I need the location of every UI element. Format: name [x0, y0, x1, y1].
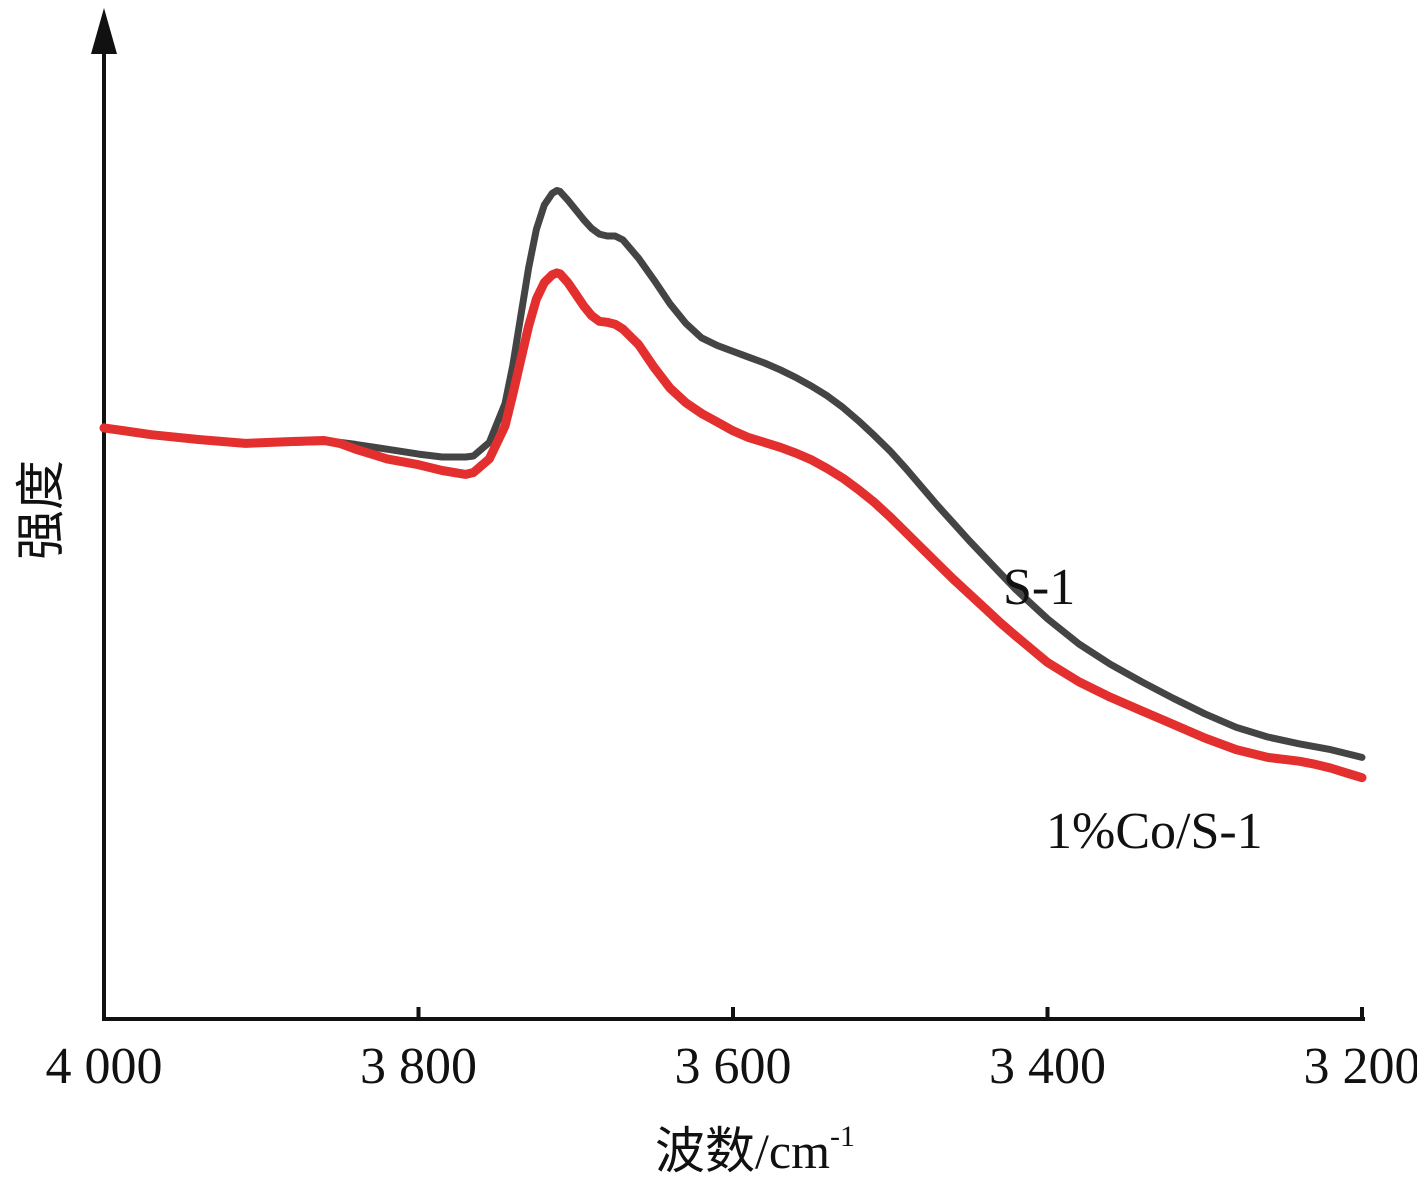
series-label-s1: S-1: [1003, 559, 1075, 616]
x-tick-label: 3 800: [360, 1038, 477, 1095]
x-tick-label: 4 000: [46, 1038, 163, 1095]
x-axis-label-superscript: -1: [830, 1120, 855, 1153]
y-axis-arrow: [91, 8, 117, 54]
series-group: [99, 187, 1367, 783]
x-axis-label-main: 波数/cm: [655, 1123, 830, 1179]
series-label-co-s1: 1%Co/S-1: [1046, 803, 1263, 860]
x-tick-label: 3 400: [989, 1038, 1106, 1095]
x-tick-label: 3 200: [1304, 1038, 1417, 1095]
x-tick-label: 3 600: [675, 1038, 792, 1095]
x-axis-label: 波数/cm-1: [655, 1120, 855, 1179]
x-ticks: 4 000 3 800 3 600 3 400 3 200: [46, 1007, 1417, 1095]
series-line-co-s1: [99, 268, 1367, 783]
series-line-s1: [100, 187, 1366, 761]
y-axis-label: 强度: [13, 460, 69, 560]
